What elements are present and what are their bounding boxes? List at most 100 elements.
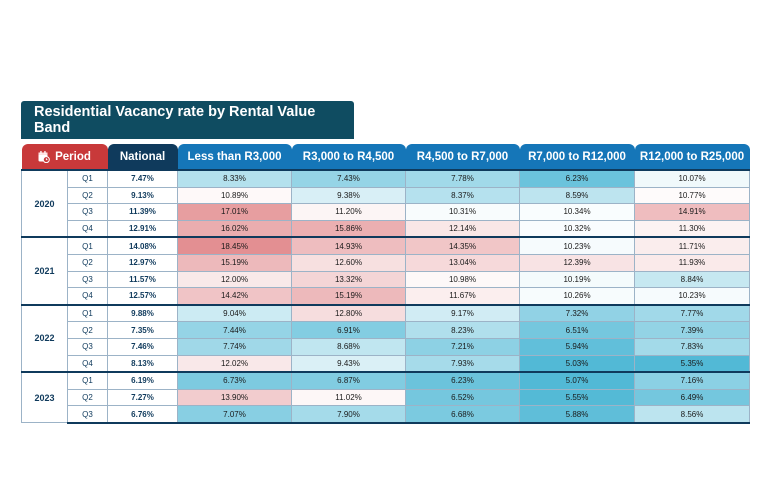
national-value: 6.76%	[107, 405, 179, 424]
heat-cell: 6.23%	[519, 168, 636, 188]
heat-cell: 11.71%	[634, 236, 751, 255]
heat-cell: 5.94%	[519, 337, 636, 356]
heat-cell: 7.39%	[634, 321, 751, 339]
quarter-label: Q4	[66, 219, 109, 238]
heat-cell: 8.84%	[634, 270, 751, 289]
table-body: 2020 Q1 7.47% 8.33% 7.43% 7.78% 6.23% 10.07% Q2 9…	[21, 168, 751, 424]
year-label: 2022	[21, 303, 68, 373]
national-value: 12.91%	[107, 219, 179, 238]
table-row: Q4 12.57% 14.42% 15.19% 11.67% 10.26% 10.23%	[22, 287, 751, 306]
heat-cell: 12.80%	[291, 303, 407, 323]
heat-cell: 6.52%	[405, 388, 521, 407]
quarter-label: Q2	[66, 388, 109, 407]
vacancy-heat-table: Period National Less than R3,000 R3,000 …	[21, 144, 751, 424]
heat-cell: 13.90%	[177, 388, 293, 407]
header-band-3: R4,500 to R7,000	[405, 144, 520, 170]
heat-cell: 9.43%	[291, 354, 407, 373]
heat-cell: 9.04%	[177, 303, 293, 323]
heat-cell: 10.31%	[405, 203, 521, 221]
heat-cell: 5.88%	[519, 405, 636, 424]
heat-cell: 17.01%	[177, 203, 293, 221]
heat-cell: 7.16%	[634, 371, 751, 390]
heat-cell: 10.32%	[519, 219, 636, 238]
quarter-label: Q1	[66, 371, 109, 390]
year-label: 2020	[21, 168, 68, 238]
national-value: 9.13%	[107, 186, 179, 205]
header-band-4: R7,000 to R12,000	[519, 144, 635, 170]
national-value: 11.39%	[107, 203, 179, 221]
heat-cell: 11.30%	[634, 219, 751, 238]
table-row: Q2 7.35% 7.44% 6.91% 8.23% 6.51% 7.39%	[22, 321, 751, 339]
heat-cell: 10.34%	[519, 203, 636, 221]
heat-cell: 12.02%	[177, 354, 293, 373]
quarter-label: Q3	[66, 203, 109, 221]
heat-cell: 6.49%	[634, 388, 751, 407]
heat-cell: 13.04%	[405, 253, 521, 272]
table-row: Q2 9.13% 10.89% 9.38% 8.37% 8.59% 10.77%	[22, 186, 751, 205]
heat-cell: 10.77%	[634, 186, 751, 205]
heat-cell: 10.23%	[634, 287, 751, 306]
heat-cell: 7.32%	[519, 303, 636, 323]
quarter-label: Q2	[66, 253, 109, 272]
heat-cell: 7.21%	[405, 337, 521, 356]
table-row: Q3 11.57% 12.00% 13.32% 10.98% 10.19% 8.84%	[22, 270, 751, 289]
quarter-label: Q3	[66, 270, 109, 289]
table-row: Q4 8.13% 12.02% 9.43% 7.93% 5.03% 5.35%	[22, 354, 751, 373]
heat-cell: 10.07%	[634, 168, 751, 188]
national-value: 8.13%	[107, 354, 179, 373]
heat-cell: 7.90%	[291, 405, 407, 424]
national-value: 12.57%	[107, 287, 179, 306]
header-label: Period	[55, 150, 91, 163]
heat-cell: 11.02%	[291, 388, 407, 407]
table-row: Q3 6.76% 7.07% 7.90% 6.68% 5.88% 8.56%	[22, 405, 751, 424]
table-row: 2022 Q1 9.88% 9.04% 12.80% 9.17% 7.32% 7.77%	[21, 303, 751, 373]
heat-cell: 18.45%	[177, 236, 293, 255]
heat-cell: 8.68%	[291, 337, 407, 356]
national-value: 11.57%	[107, 270, 179, 289]
heat-cell: 12.14%	[405, 219, 521, 238]
heat-cell: 15.19%	[177, 253, 293, 272]
national-value: 7.46%	[107, 337, 179, 356]
quarter-label: Q2	[66, 321, 109, 339]
national-value: 7.35%	[107, 321, 179, 339]
header-row: Period National Less than R3,000 R3,000 …	[21, 144, 750, 170]
heat-cell: 8.33%	[177, 168, 293, 188]
heat-cell: 14.91%	[634, 203, 751, 221]
heat-cell: 8.37%	[405, 186, 521, 205]
heat-cell: 16.02%	[177, 219, 293, 238]
heat-cell: 13.32%	[291, 270, 407, 289]
heat-cell: 10.98%	[405, 270, 521, 289]
calendar-icon	[38, 150, 50, 163]
heat-cell: 5.35%	[634, 354, 751, 373]
quarter-label: Q4	[66, 287, 109, 306]
heat-cell: 14.35%	[405, 236, 521, 255]
table-row: Q3 7.46% 7.74% 8.68% 7.21% 5.94% 7.83%	[22, 337, 751, 356]
national-value: 7.27%	[107, 388, 179, 407]
heat-cell: 7.43%	[291, 168, 407, 188]
heat-cell: 12.00%	[177, 270, 293, 289]
header-national: National	[107, 144, 178, 170]
heat-cell: 12.39%	[519, 253, 636, 272]
heat-cell: 8.23%	[405, 321, 521, 339]
heat-cell: 9.17%	[405, 303, 521, 323]
quarter-label: Q4	[66, 354, 109, 373]
heat-cell: 10.23%	[519, 236, 636, 255]
heat-cell: 11.93%	[634, 253, 751, 272]
heat-cell: 7.07%	[177, 405, 293, 424]
national-value: 12.97%	[107, 253, 179, 272]
national-value: 7.47%	[107, 168, 179, 188]
header-band-5: R12,000 to R25,000	[634, 144, 750, 170]
heat-cell: 11.20%	[291, 203, 407, 221]
heat-cell: 11.67%	[405, 287, 521, 306]
heat-cell: 14.42%	[177, 287, 293, 306]
quarter-label: Q1	[66, 236, 109, 255]
quarter-label: Q2	[66, 186, 109, 205]
quarter-label: Q1	[66, 168, 109, 188]
heat-cell: 5.55%	[519, 388, 636, 407]
heat-cell: 15.19%	[291, 287, 407, 306]
heat-cell: 6.91%	[291, 321, 407, 339]
heat-cell: 9.38%	[291, 186, 407, 205]
heat-cell: 7.78%	[405, 168, 521, 188]
table-row: Q4 12.91% 16.02% 15.86% 12.14% 10.32% 11.30%	[22, 219, 751, 238]
quarter-label: Q1	[66, 303, 109, 323]
